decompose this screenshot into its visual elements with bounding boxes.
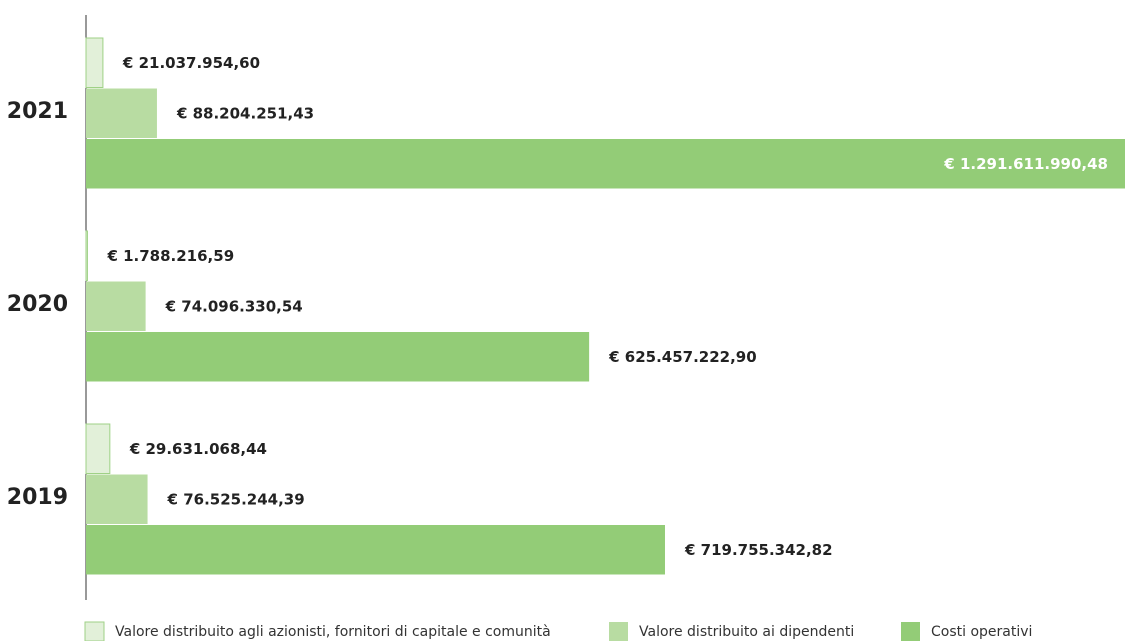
bar <box>85 37 104 88</box>
value-label: € 76.525.244,39 <box>167 490 305 508</box>
bar <box>85 423 111 474</box>
bar <box>86 281 146 331</box>
category-label: 2020 <box>7 292 68 317</box>
bar <box>86 332 590 382</box>
legend-label: Costi operativi <box>931 624 1032 640</box>
category-label: 2021 <box>7 99 68 124</box>
bar <box>86 525 665 575</box>
value-label: € 1.788.216,59 <box>106 247 234 265</box>
value-label: € 21.037.954,60 <box>122 54 260 72</box>
value-label: € 29.631.068,44 <box>129 440 267 458</box>
value-label: € 88.204.251,43 <box>176 104 314 122</box>
value-label: € 719.755.342,82 <box>684 541 833 559</box>
value-label: € 625.457.222,90 <box>608 348 757 366</box>
legend-label: Valore distribuito agli azionisti, forni… <box>115 624 551 640</box>
bar <box>86 474 148 524</box>
legend-swatch <box>609 622 628 641</box>
bar <box>86 139 1125 189</box>
legend-swatch <box>84 621 105 641</box>
legend-swatch <box>901 622 920 641</box>
category-label: 2019 <box>7 485 68 510</box>
bar <box>85 230 88 281</box>
value-label: € 1.291.611.990,48 <box>943 155 1108 173</box>
value-label: € 74.096.330,54 <box>165 297 303 315</box>
legend-label: Valore distribuito ai dipendenti <box>639 624 854 640</box>
bar <box>86 88 157 138</box>
